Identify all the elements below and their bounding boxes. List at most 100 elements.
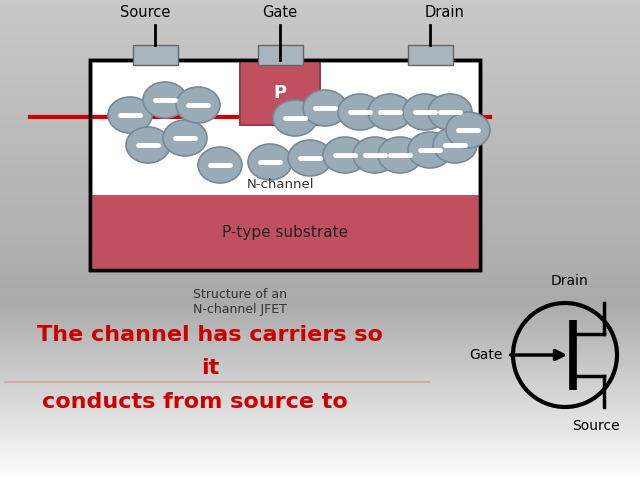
Bar (240, 60, 320, 125)
Bar (0, 65, 640, 70)
Bar (0, 135, 640, 140)
Bar (0, 75, 640, 80)
Ellipse shape (126, 127, 170, 163)
Bar (0, 70, 640, 75)
Bar (0, 200, 640, 205)
Bar (90, 60, 480, 270)
Ellipse shape (163, 120, 207, 156)
Text: Drain: Drain (551, 274, 589, 288)
Text: P-type substrate: P-type substrate (222, 225, 348, 240)
Bar (0, 295, 640, 300)
Bar (0, 366, 640, 369)
Ellipse shape (108, 97, 152, 133)
Bar (0, 384, 640, 387)
Bar (0, 402, 640, 405)
Ellipse shape (338, 94, 382, 130)
Bar (0, 327, 640, 330)
Bar (0, 363, 640, 366)
Bar (0, 100, 640, 105)
Bar (0, 321, 640, 324)
Bar (0, 215, 640, 220)
Bar (0, 399, 640, 402)
Bar (0, 20, 640, 25)
Bar (0, 348, 640, 351)
Bar (0, 408, 640, 411)
Ellipse shape (198, 147, 242, 183)
Ellipse shape (408, 132, 452, 168)
Bar (0, 300, 640, 480)
Bar (0, 220, 640, 225)
Bar (0, 393, 640, 396)
Bar (0, 423, 640, 426)
Ellipse shape (433, 127, 477, 163)
Ellipse shape (248, 144, 292, 180)
Bar (0, 330, 640, 333)
Bar (0, 306, 640, 309)
Bar (0, 185, 640, 190)
Bar (0, 0, 640, 5)
Bar (0, 447, 640, 450)
Bar (0, 474, 640, 477)
Bar (0, 90, 640, 95)
Text: Gate: Gate (262, 5, 298, 20)
Bar (0, 270, 640, 275)
Ellipse shape (378, 137, 422, 173)
Bar (0, 225, 640, 230)
Bar (0, 280, 640, 285)
Ellipse shape (353, 137, 397, 173)
Bar (0, 125, 640, 130)
Bar (0, 35, 640, 40)
Bar (0, 120, 640, 125)
Bar (0, 155, 640, 160)
Bar (90, 60, 480, 270)
Ellipse shape (368, 94, 412, 130)
Bar (0, 190, 640, 195)
Text: The channel has carriers so: The channel has carriers so (37, 325, 383, 345)
Bar (0, 369, 640, 372)
Bar (0, 381, 640, 384)
Ellipse shape (143, 82, 187, 118)
Text: Source: Source (572, 419, 620, 433)
Bar (0, 420, 640, 423)
Bar (0, 459, 640, 462)
Bar (0, 60, 640, 65)
Bar (0, 290, 640, 295)
Bar (0, 25, 640, 30)
Bar (0, 417, 640, 420)
Bar (0, 170, 640, 175)
Bar (0, 195, 640, 200)
Bar (0, 387, 640, 390)
Bar (0, 339, 640, 342)
Bar (0, 150, 640, 155)
Text: P: P (273, 84, 287, 101)
Bar (0, 324, 640, 327)
Bar (0, 468, 640, 471)
Bar (0, 336, 640, 339)
Ellipse shape (288, 140, 332, 176)
Text: N-channel: N-channel (246, 179, 314, 192)
Bar (0, 0, 640, 300)
Bar (0, 318, 640, 321)
Ellipse shape (428, 94, 472, 130)
Bar (0, 180, 640, 185)
Bar (0, 300, 640, 303)
Bar (0, 240, 640, 245)
Bar (0, 160, 640, 165)
Text: conducts from source to: conducts from source to (42, 392, 348, 412)
Bar (0, 360, 640, 363)
Bar (90, 195, 480, 270)
Bar (0, 411, 640, 414)
Bar (0, 255, 640, 260)
Bar (0, 435, 640, 438)
Bar (0, 375, 640, 378)
Bar (0, 354, 640, 357)
Bar (0, 275, 640, 280)
Bar (408, 45, 452, 65)
Bar (0, 342, 640, 345)
Bar (0, 145, 640, 150)
Bar (0, 357, 640, 360)
Bar (0, 441, 640, 444)
Text: Source: Source (120, 5, 170, 20)
Bar (0, 456, 640, 459)
Bar (0, 205, 640, 210)
